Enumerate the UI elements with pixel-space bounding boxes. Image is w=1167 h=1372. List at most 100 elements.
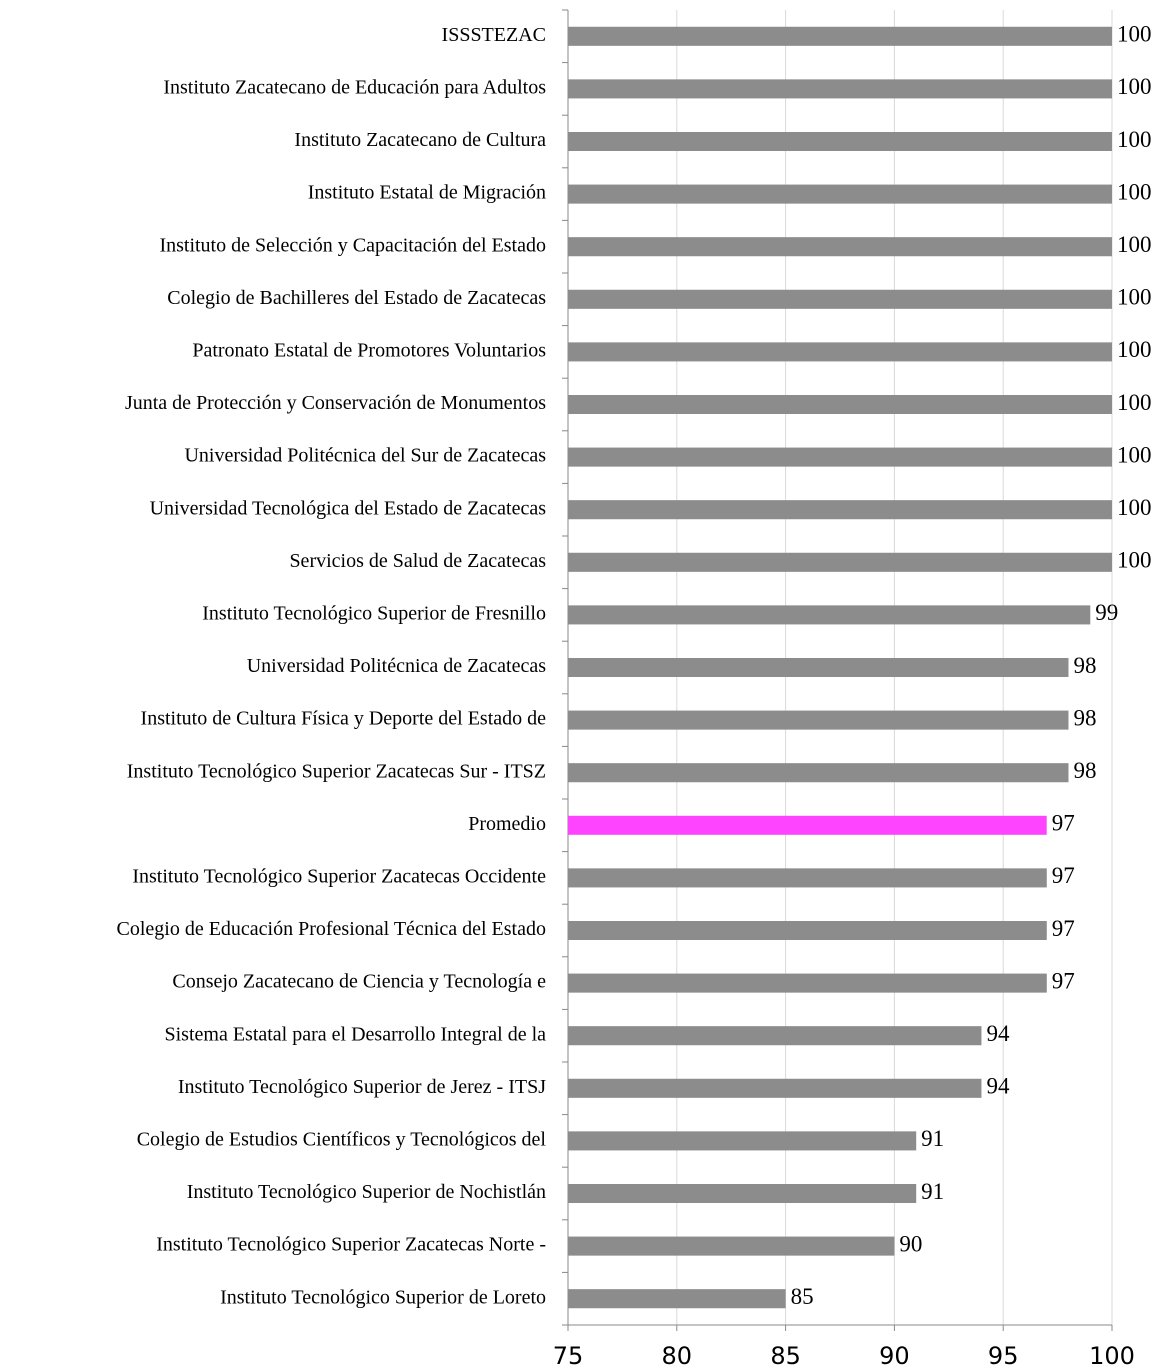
bar [568, 658, 1069, 677]
y-tick-label: Consejo Zacatecano de Ciencia y Tecnolog… [172, 971, 546, 993]
bar [568, 342, 1112, 362]
y-tick-label: Universidad Politécnica del Sur de Zacat… [184, 445, 546, 467]
bar-shade [568, 1131, 917, 1151]
bar [568, 289, 1112, 309]
x-tick-label: 90 [879, 1342, 910, 1370]
bar-shade [568, 132, 1112, 151]
y-tick-label: Instituto Tecnológico Superior de Nochis… [187, 1181, 546, 1203]
y-tick-label: Promedio [468, 813, 546, 835]
bar [568, 1184, 917, 1203]
value-label: 100 [1117, 179, 1152, 204]
x-tick-label: 80 [662, 1342, 693, 1370]
bar-shade [568, 1236, 895, 1256]
y-tick-label: Universidad Tecnológica del Estado de Za… [150, 497, 547, 519]
bar [568, 763, 1069, 783]
value-label: 98 [1073, 758, 1096, 783]
y-tick-label: Instituto Tecnológico Superior Zacatecas… [156, 1234, 546, 1256]
bar [568, 1289, 786, 1309]
value-label: 91 [921, 1126, 944, 1151]
bar-shade [568, 973, 1047, 993]
bar-shade [568, 1026, 982, 1046]
x-tick-label: 95 [988, 1342, 1019, 1370]
value-label: 100 [1117, 495, 1152, 520]
bar [568, 1236, 895, 1256]
bar-shade [568, 1184, 917, 1203]
x-tick-label: 85 [770, 1342, 801, 1370]
x-tick-label: 100 [1089, 1342, 1135, 1370]
bar [568, 447, 1112, 467]
bar-shade [568, 447, 1112, 467]
y-tick-label: Servicios de Salud de Zacatecas [289, 550, 546, 572]
bar [568, 605, 1091, 625]
bar [568, 1078, 982, 1098]
value-label: 94 [986, 1074, 1010, 1099]
y-tick-label: Patronato Estatal de Promotores Voluntar… [192, 339, 546, 361]
y-tick-label: Instituto de Cultura Física y Deporte de… [141, 708, 547, 730]
value-label: 97 [1052, 811, 1075, 836]
value-label: 100 [1117, 232, 1152, 257]
bar-shade [568, 1078, 982, 1098]
bar [568, 973, 1047, 993]
bar-shade [568, 552, 1112, 572]
bar [568, 921, 1047, 940]
value-label: 94 [986, 1021, 1010, 1046]
value-label: 98 [1073, 653, 1096, 678]
bar [568, 868, 1047, 888]
bar-shade [568, 605, 1091, 625]
y-tick-label: Universidad Politécnica de Zacatecas [247, 655, 547, 677]
bar-shade [568, 289, 1112, 309]
bar-shade [568, 342, 1112, 362]
bar [568, 184, 1112, 204]
y-tick-label: Instituto Zacatecano de Educación para A… [163, 76, 546, 98]
y-tick-label: Instituto Estatal de Migración [308, 182, 546, 204]
bar [568, 710, 1069, 730]
bar [568, 815, 1047, 835]
value-label: 100 [1117, 285, 1152, 310]
bar [568, 1026, 982, 1046]
bar [568, 395, 1112, 414]
bar [568, 500, 1112, 520]
value-label: 98 [1073, 705, 1096, 730]
y-tick-label: Instituto Tecnológico Superior de Loreto [220, 1286, 546, 1308]
y-tick-label: Colegio de Bachilleres del Estado de Zac… [167, 287, 546, 309]
bar-shade [568, 868, 1047, 888]
bar-shade [568, 26, 1112, 46]
value-label: 100 [1117, 22, 1152, 47]
bar-shade [568, 1289, 786, 1309]
bar-shade [568, 237, 1112, 257]
y-tick-label: Instituto Tecnológico Superior de Fresni… [202, 602, 546, 624]
bar [568, 1131, 917, 1151]
bar-shade [568, 921, 1047, 940]
value-label: 91 [921, 1179, 944, 1204]
value-label: 100 [1117, 390, 1152, 415]
bar-shade [568, 710, 1069, 730]
value-label: 97 [1052, 863, 1075, 888]
bar [568, 132, 1112, 151]
y-tick-label: Colegio de Estudios Científicos y Tecnol… [137, 1128, 547, 1150]
value-label: 100 [1117, 548, 1152, 573]
value-label: 100 [1117, 127, 1152, 152]
y-tick-label: Instituto de Selección y Capacitación de… [159, 234, 546, 256]
value-label: 100 [1117, 74, 1152, 99]
value-label: 100 [1117, 337, 1152, 362]
value-label: 97 [1052, 916, 1075, 941]
value-label: 85 [791, 1284, 814, 1309]
x-tick-label: 75 [553, 1342, 584, 1370]
bar [568, 237, 1112, 257]
value-label: 100 [1117, 442, 1152, 467]
bar-shade [568, 395, 1112, 414]
y-tick-label: Instituto Tecnológico Superior de Jerez … [178, 1076, 546, 1098]
bar-shade [568, 79, 1112, 99]
bar [568, 552, 1112, 572]
value-label: 97 [1052, 968, 1075, 993]
y-tick-label: Junta de Protección y Conservación de Mo… [125, 392, 546, 414]
bar-shade [568, 184, 1112, 204]
y-tick-label: Instituto Zacatecano de Cultura [294, 129, 546, 151]
y-tick-label: ISSSTEZAC [442, 24, 546, 46]
bar [568, 26, 1112, 46]
bar-shade [568, 500, 1112, 520]
value-label: 90 [899, 1231, 922, 1256]
value-label: 99 [1095, 600, 1118, 625]
y-tick-label: Sistema Estatal para el Desarrollo Integ… [164, 1023, 546, 1045]
